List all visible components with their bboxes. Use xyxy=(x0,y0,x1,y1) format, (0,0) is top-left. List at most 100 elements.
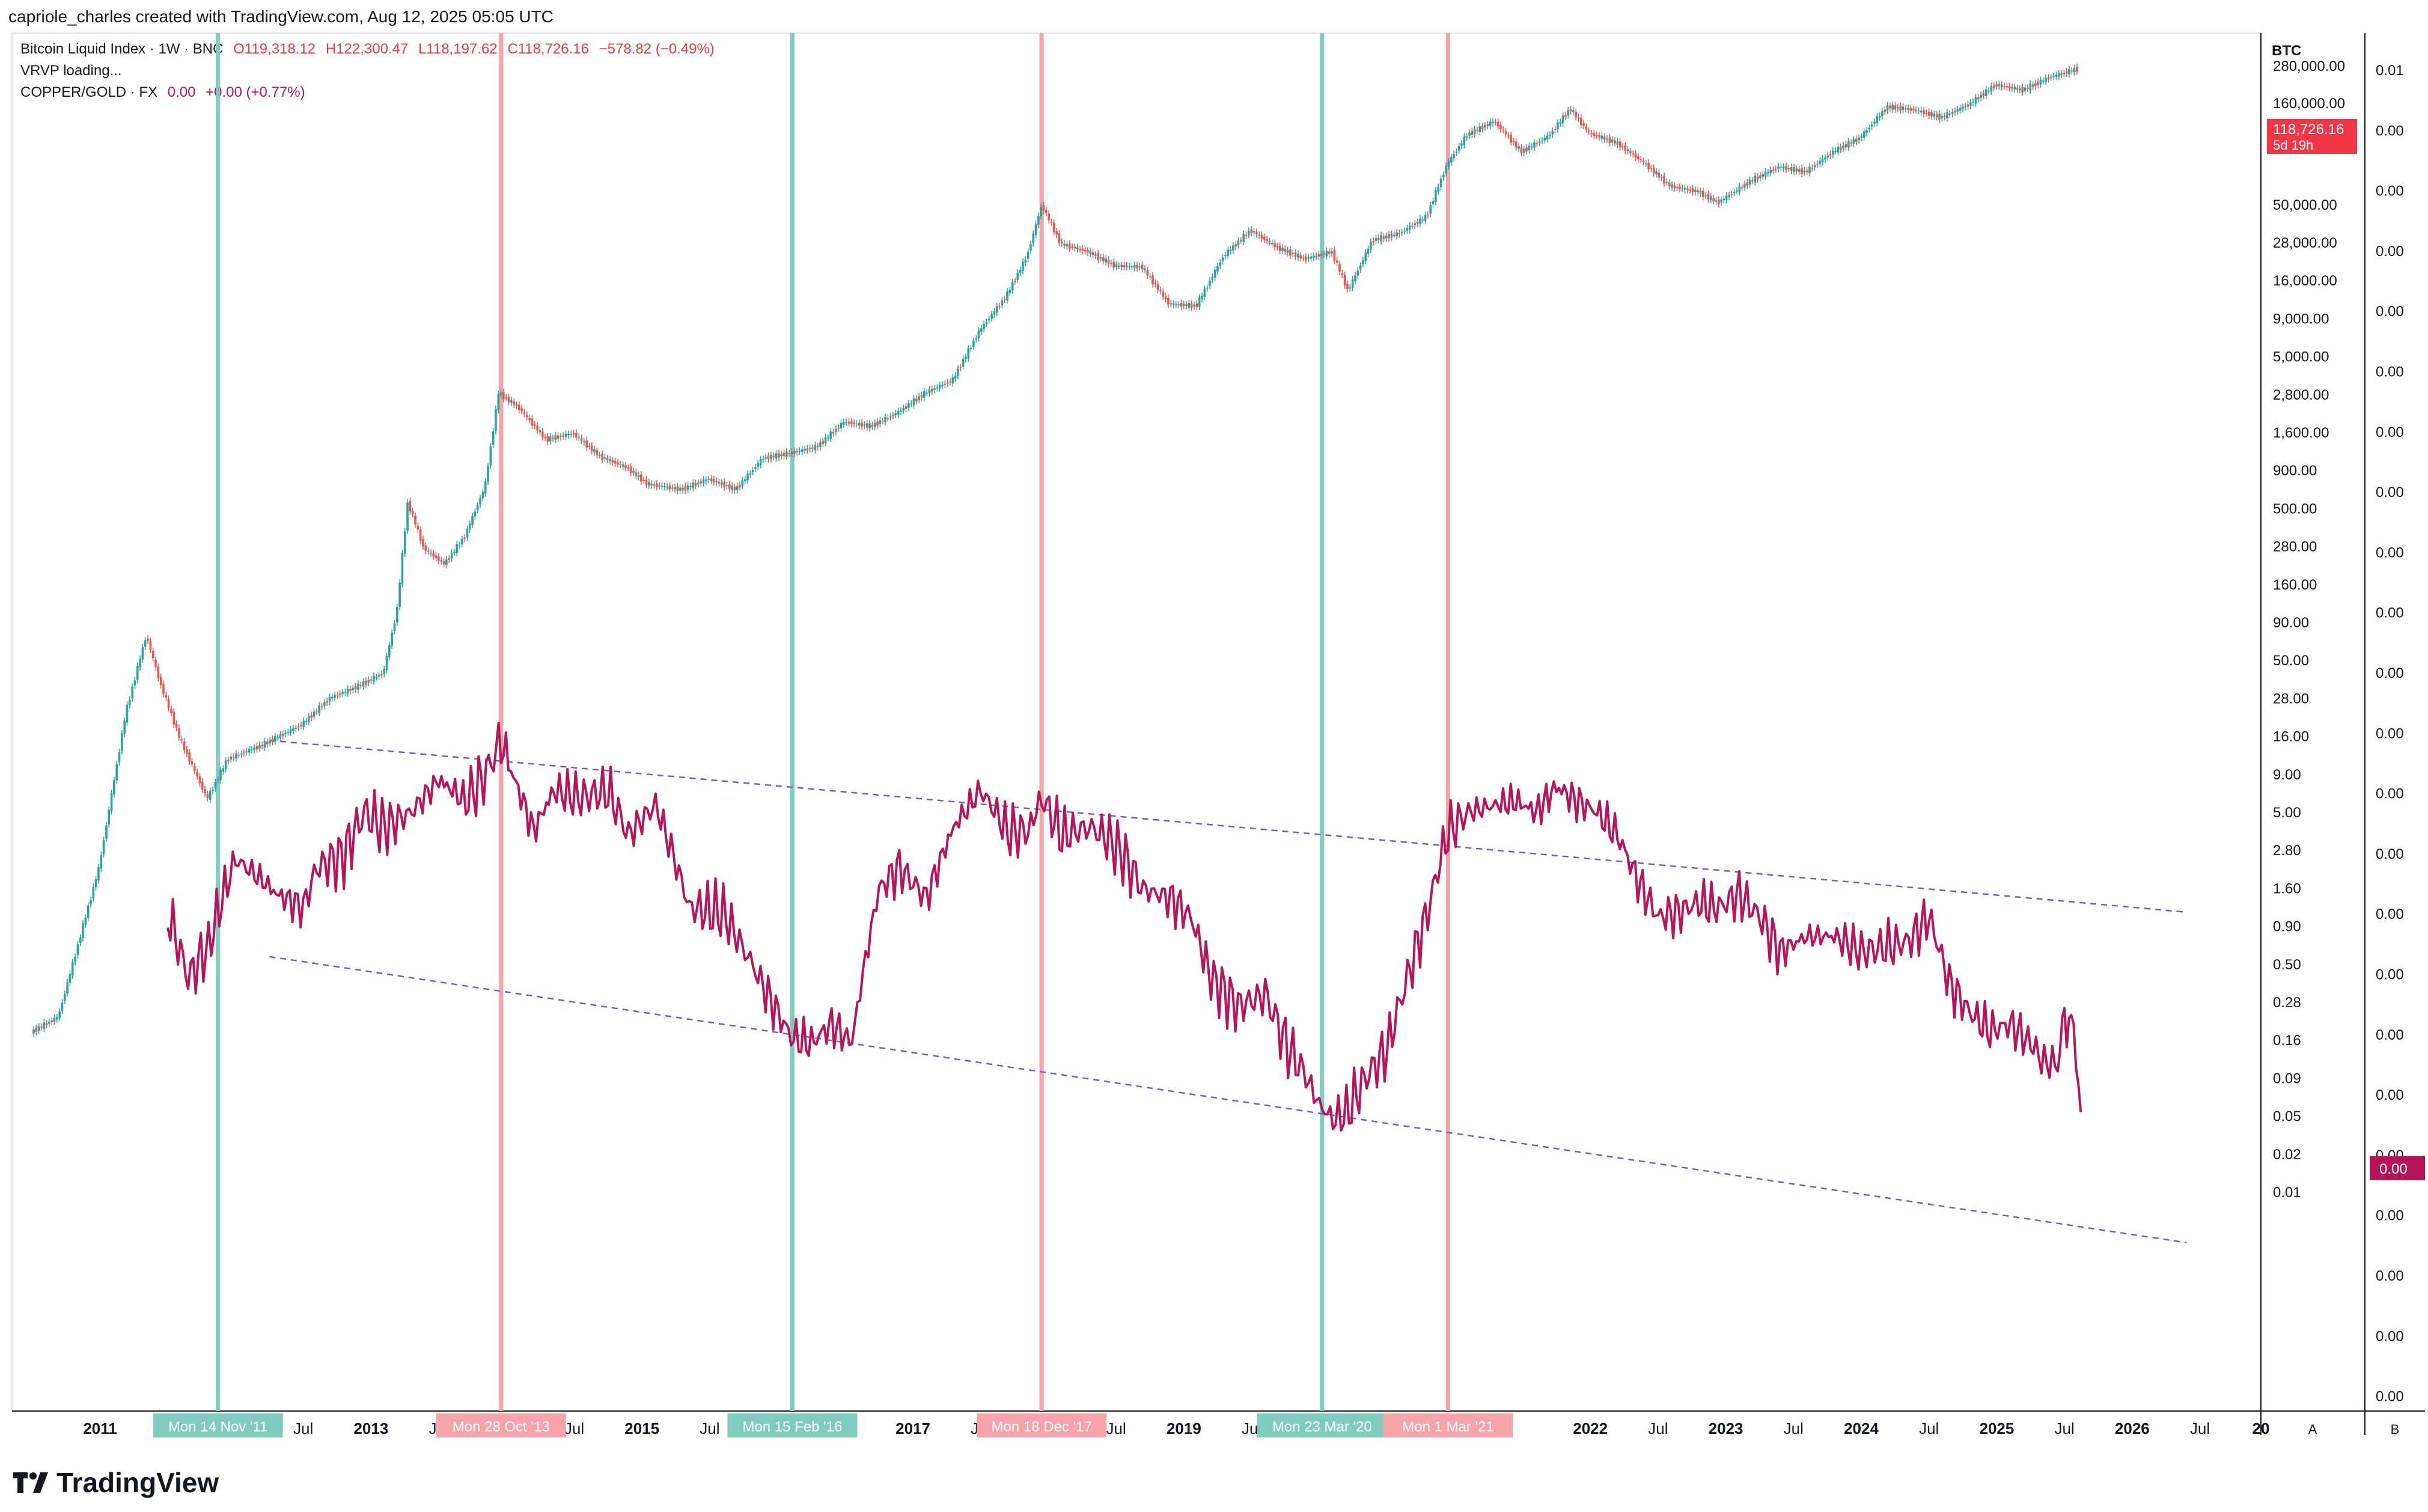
btc-candle-body xyxy=(1468,132,1471,136)
btc-candle-body xyxy=(139,659,141,668)
cg-axis-tick: 0.00 xyxy=(2376,424,2404,440)
btc-candle-body xyxy=(1180,302,1183,307)
btc-candle-body xyxy=(1772,169,1775,171)
btc-candle-body xyxy=(133,680,136,686)
btc-candle-body xyxy=(1118,266,1120,267)
btc-candle-body xyxy=(1722,198,1725,201)
btc-candle-body xyxy=(1273,243,1276,248)
btc-candle-body xyxy=(892,415,894,416)
btc-candle-body xyxy=(549,436,552,442)
btc-candle-body xyxy=(141,647,144,660)
btc-candle-body xyxy=(697,482,700,484)
cg-axis-tick: 0.00 xyxy=(2376,725,2404,742)
btc-candle-body xyxy=(941,384,944,387)
btc-candle-body xyxy=(375,677,378,678)
btc-candle-body xyxy=(567,433,570,436)
btc-candle-body xyxy=(471,516,474,525)
btc-candle-body xyxy=(1419,218,1421,224)
btc-candle-body xyxy=(824,437,827,444)
btc-candle-body xyxy=(2003,86,2006,87)
btc-candle-body xyxy=(557,435,560,439)
btc-legend[interactable]: Bitcoin Liquid Index · 1W · BNC O119,318… xyxy=(20,41,721,58)
btc-candle-body xyxy=(289,729,292,733)
btc-candle-body xyxy=(637,474,640,478)
btc-candle-body xyxy=(663,486,666,487)
btc-candle-body xyxy=(1463,136,1466,145)
btc-candle-body xyxy=(1374,238,1377,241)
btc-candle-body xyxy=(456,544,458,553)
cg-last-value: 0.00 xyxy=(2379,1161,2408,1177)
btc-candle-body xyxy=(468,523,471,530)
btc-candle-body xyxy=(1834,151,1837,152)
btc-candle-body xyxy=(1242,234,1245,242)
btc-candle-body xyxy=(853,422,855,424)
btc-candle-body xyxy=(167,699,170,709)
btc-candle-body xyxy=(1504,131,1507,135)
btc-candle-body xyxy=(1671,184,1673,188)
btc-candle-body xyxy=(1263,237,1266,240)
btc-candle-body xyxy=(700,481,703,484)
btc-candle-body xyxy=(1528,145,1531,150)
btc-candle-body xyxy=(1071,246,1073,248)
btc-candle-body xyxy=(541,431,544,437)
btc-candle-body xyxy=(37,1026,40,1031)
btc-candle-body xyxy=(1481,126,1484,129)
time-axis-tick: Jul xyxy=(2055,1419,2075,1437)
btc-candle-body xyxy=(331,697,334,699)
btc-axis-tick: 9,000.00 xyxy=(2273,311,2329,327)
vrvp-legend[interactable]: VRVP loading... xyxy=(20,62,128,79)
btc-candle-body xyxy=(1372,240,1374,243)
btc-candle-body xyxy=(617,462,619,465)
btc-candle-body xyxy=(48,1021,50,1024)
btc-candle-body xyxy=(1305,257,1307,261)
btc-candle-body xyxy=(1813,165,1816,168)
btc-candle-body xyxy=(1824,157,1826,160)
btc-candle-body xyxy=(2049,77,2052,79)
cg-value: 0.00 xyxy=(167,84,196,100)
btc-candle-body xyxy=(2045,78,2047,82)
btc-candle-body xyxy=(785,451,788,457)
btc-candle-body xyxy=(1034,224,1037,236)
btc-candle-body xyxy=(2065,71,2068,74)
btc-candle-body xyxy=(1858,138,1860,141)
btc-candle-body xyxy=(793,451,796,454)
btc-candle-body xyxy=(808,448,811,450)
btc-candle-body xyxy=(495,409,497,431)
btc-candle-body xyxy=(463,537,466,539)
btc-candle-body xyxy=(1767,172,1769,174)
btc-candle-body xyxy=(957,368,959,376)
btc-candle-body xyxy=(1982,93,1985,96)
btc-candle-body xyxy=(1177,304,1180,306)
btc-axis-tick: 0.50 xyxy=(2273,957,2301,973)
btc-candle-body xyxy=(1990,86,1993,92)
btc-candle-body xyxy=(204,789,206,794)
btc-candle-body xyxy=(1258,234,1260,236)
btc-candle-body xyxy=(2027,87,2029,89)
btc-candle-body xyxy=(450,552,453,559)
btc-candle-body xyxy=(1549,135,1551,136)
tradingview-footer[interactable]: TradingView xyxy=(13,1466,219,1499)
btc-candle-body xyxy=(1710,196,1712,200)
btc-candle-body xyxy=(1494,121,1497,123)
btc-candle-body xyxy=(671,487,674,489)
btc-candle-body xyxy=(1842,145,1844,149)
btc-candle-body xyxy=(194,766,196,771)
btc-candle-body xyxy=(1717,200,1720,204)
btc-candle-body xyxy=(1632,153,1635,154)
btc-candle-body xyxy=(847,421,850,424)
btc-candle-body xyxy=(328,697,331,702)
btc-candle-body xyxy=(850,421,853,424)
btc-candle-body xyxy=(430,552,432,554)
btc-candle-body xyxy=(302,721,305,727)
btc-candle-body xyxy=(442,561,445,564)
btc-candle-body xyxy=(1790,167,1793,171)
btc-candle-body xyxy=(1003,299,1006,300)
btc-candle-body xyxy=(790,451,793,454)
btc-candle-body xyxy=(1530,146,1533,148)
copper-gold-legend[interactable]: COPPER/GOLD · FX 0.00 +0.00 (+0.77%) xyxy=(20,84,311,101)
btc-candle-body xyxy=(1518,146,1520,149)
btc-candle-body xyxy=(243,752,245,754)
btc-candle-body xyxy=(313,711,316,717)
cg-axis-tick: 0.00 xyxy=(2376,967,2404,983)
